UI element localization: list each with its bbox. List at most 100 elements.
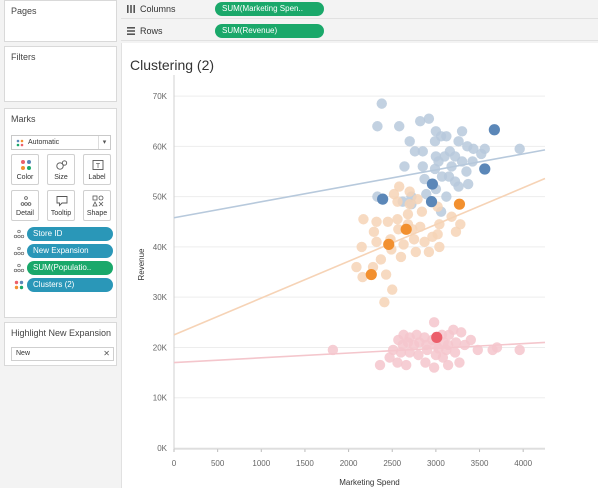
marks-title: Marks	[11, 114, 36, 124]
data-point	[449, 347, 461, 358]
data-point	[450, 337, 462, 348]
x-tick-label: 1500	[296, 459, 314, 468]
new-expansion-pill[interactable]: New Expansion	[27, 244, 113, 258]
data-point	[410, 246, 422, 258]
data-point	[357, 271, 368, 283]
clusters-pill[interactable]: Clusters (2)	[27, 278, 113, 292]
data-point	[453, 136, 464, 147]
x-tick-label: 3500	[471, 459, 489, 468]
data-point	[429, 136, 441, 147]
data-point	[459, 339, 470, 351]
marks-pill-row: Store ID	[11, 227, 117, 241]
data-point	[387, 284, 398, 295]
y-tick-label: 30K	[153, 293, 168, 302]
data-point	[398, 239, 409, 250]
data-point	[382, 216, 394, 227]
filters-card[interactable]: Filters	[4, 46, 117, 102]
data-point	[327, 344, 339, 356]
data-point	[351, 261, 362, 273]
sum-population-pill[interactable]: SUM(Populatio..	[27, 261, 113, 275]
tooltip-button[interactable]: Tooltip	[47, 190, 75, 221]
data-point	[372, 121, 383, 132]
data-point	[408, 234, 420, 245]
mark-type-dropdown[interactable]: Automatic ▾	[11, 135, 111, 150]
label-button[interactable]: T Label	[83, 154, 111, 185]
data-point	[395, 251, 407, 263]
detail-icon	[13, 246, 25, 256]
data-point	[376, 98, 387, 109]
data-point	[443, 329, 455, 341]
data-point	[421, 188, 432, 200]
columns-pill[interactable]: SUM(Marketing Spen..	[215, 2, 324, 16]
columns-shelf: Columns SUM(Marketing Spen..	[121, 0, 598, 19]
data-point	[358, 214, 369, 225]
detail-icon	[13, 263, 25, 273]
y-tick-label: 50K	[153, 193, 168, 202]
data-point	[434, 241, 445, 253]
highlight-input[interactable]: New ✕	[11, 347, 114, 361]
data-point	[428, 362, 440, 373]
size-icon	[56, 160, 68, 170]
data-point	[476, 148, 487, 160]
data-point	[409, 146, 421, 157]
data-point	[384, 352, 395, 363]
size-label: Size	[54, 174, 68, 181]
data-point	[472, 344, 483, 356]
data-point	[404, 186, 415, 197]
mark-type-label: Automatic	[28, 139, 60, 146]
data-point	[461, 166, 472, 177]
data-point	[453, 181, 464, 192]
scatter-plot[interactable]: 0K 10K 20K 30K 40K 50K 60K 70K 0 500 1000 1500 2000 2…	[122, 43, 598, 488]
data-point	[408, 339, 420, 351]
color-icon	[14, 280, 24, 290]
highlight-card: Highlight New Expansion New ✕	[4, 322, 117, 366]
data-point	[379, 297, 390, 308]
data-point	[428, 317, 440, 328]
svg-text:T: T	[96, 163, 101, 170]
left-panel: Pages Filters Marks Automatic ▾ C	[0, 0, 121, 488]
data-point	[423, 113, 435, 124]
x-tick-label: 0	[172, 459, 177, 468]
highlight-value: New	[16, 350, 31, 357]
pages-card[interactable]: Pages	[4, 0, 117, 42]
size-button[interactable]: Size	[47, 154, 75, 185]
data-point	[392, 214, 403, 225]
color-button[interactable]: Color	[11, 154, 39, 185]
highlighted-data-point	[426, 178, 438, 190]
store-id-pill[interactable]: Store ID	[27, 227, 113, 241]
data-point	[514, 143, 525, 155]
worksheet: Clustering (2) 0K 10K 20K 30K 40K 50K 60K 70K 0 5…	[121, 43, 598, 488]
pages-title: Pages	[11, 6, 37, 16]
shape-button[interactable]: Shape	[83, 190, 111, 221]
clear-icon[interactable]: ✕	[103, 349, 110, 358]
highlighted-data-point	[377, 193, 389, 205]
detail-button[interactable]: Detail	[11, 190, 39, 221]
data-point	[413, 349, 424, 361]
highlighted-data-point	[383, 238, 395, 250]
data-point	[414, 116, 426, 127]
rows-shelf: Rows SUM(Revenue)	[121, 22, 598, 41]
y-tick-label: 20K	[153, 343, 168, 352]
data-point	[455, 219, 466, 230]
detail-icon	[20, 196, 32, 206]
data-point	[462, 178, 474, 190]
data-point	[514, 344, 525, 356]
data-point	[423, 246, 435, 258]
data-point	[402, 209, 414, 220]
data-point	[374, 359, 386, 371]
data-point	[419, 236, 430, 248]
data-point	[416, 206, 428, 217]
x-tick-label: 2000	[340, 459, 358, 468]
data-point	[455, 327, 467, 338]
data-point	[450, 226, 462, 238]
columns-label: Columns	[140, 4, 176, 14]
chevron-down-icon[interactable]: ▾	[98, 136, 110, 149]
x-tick-label: 500	[211, 459, 225, 468]
rows-pill[interactable]: SUM(Revenue)	[215, 24, 324, 38]
x-tick-label: 3000	[427, 459, 445, 468]
rows-icon	[127, 27, 135, 35]
shape-icon	[92, 195, 104, 207]
data-point	[419, 173, 430, 185]
data-point	[417, 146, 428, 157]
data-point	[420, 357, 431, 368]
